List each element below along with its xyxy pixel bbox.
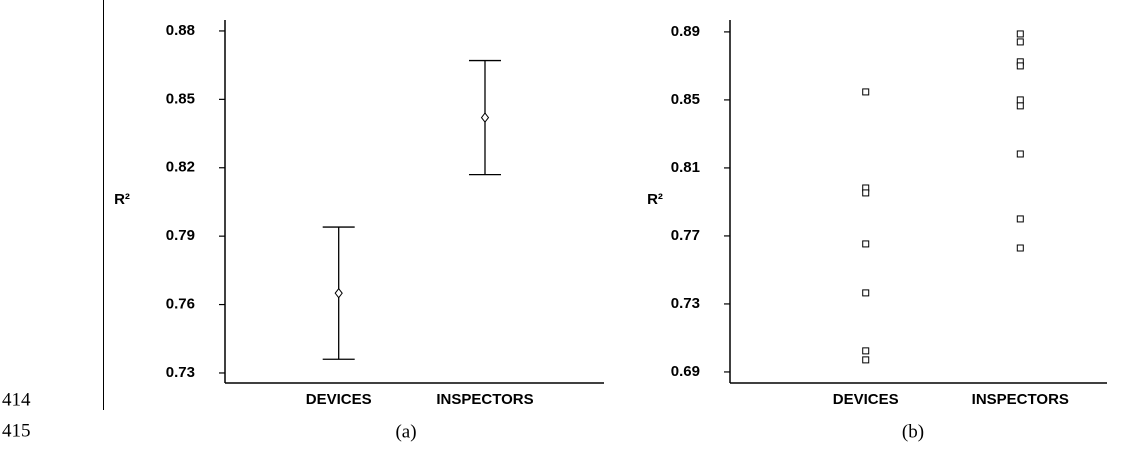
x-tick-label: INSPECTORS <box>972 391 1069 408</box>
x-tick-label: DEVICES <box>833 391 899 408</box>
y-tick-label: 0.89 <box>671 23 700 40</box>
point <box>1016 96 1024 104</box>
point <box>1016 38 1024 46</box>
point <box>1016 150 1024 158</box>
y-tick-label: 0.69 <box>671 363 700 380</box>
y-tick-label: 0.77 <box>671 227 700 244</box>
point <box>1016 102 1024 110</box>
y-tick-label: 0.73 <box>166 364 195 381</box>
y-tick-label: 0.76 <box>166 296 195 313</box>
y-tick-label: 0.85 <box>166 90 195 107</box>
y-axis-label: R² <box>647 191 663 208</box>
point <box>1016 62 1024 70</box>
point <box>1016 30 1024 38</box>
point <box>862 88 870 96</box>
y-tick-label: 0.73 <box>671 295 700 312</box>
mean-marker <box>480 112 490 123</box>
x-tick-label: DEVICES <box>306 391 372 408</box>
point <box>862 289 870 297</box>
point <box>1016 215 1024 223</box>
mean-marker <box>334 287 343 299</box>
y-tick-label: 0.88 <box>166 22 195 39</box>
point <box>862 356 870 364</box>
y-axis-label: R² <box>114 191 130 208</box>
point <box>862 189 870 197</box>
y-tick-label: 0.85 <box>671 91 700 108</box>
y-tick-label: 0.81 <box>671 159 700 176</box>
caption: (b) <box>902 421 924 442</box>
point <box>862 347 870 355</box>
point <box>1016 244 1024 252</box>
point <box>862 240 870 248</box>
x-tick-label: INSPECTORS <box>436 391 533 408</box>
line-number: 414 <box>2 389 31 410</box>
line-number: 415 <box>2 420 31 441</box>
caption: (a) <box>395 421 416 442</box>
y-tick-label: 0.82 <box>166 159 195 176</box>
y-tick-label: 0.79 <box>166 227 195 244</box>
